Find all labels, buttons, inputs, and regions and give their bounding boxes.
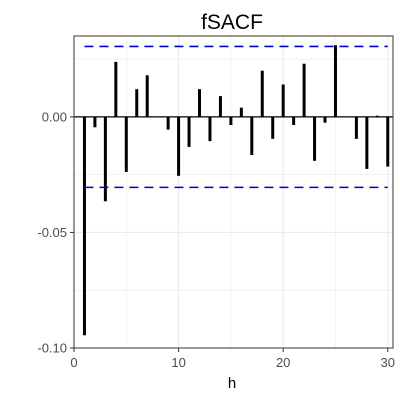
x-tick-label: 30 — [381, 355, 395, 370]
chart-title: fSACF — [201, 11, 263, 34]
x-tick-label: 20 — [276, 355, 290, 370]
grid-lines — [73, 36, 393, 349]
acf-bars — [74, 45, 393, 336]
x-tick-label: 0 — [70, 355, 77, 370]
y-tick-label: 0.00 — [42, 109, 67, 124]
x-tick-label: 10 — [171, 355, 185, 370]
y-tick-label: -0.05 — [37, 225, 67, 240]
confidence-bounds — [84, 45, 388, 189]
y-tick-label: -0.10 — [37, 341, 67, 356]
plot-panel — [73, 35, 394, 349]
x-axis-title: h — [228, 375, 236, 392]
x-axis: 0 10 20 30 — [70, 348, 395, 370]
y-axis: -0.10 -0.05 0.00 — [37, 109, 74, 356]
